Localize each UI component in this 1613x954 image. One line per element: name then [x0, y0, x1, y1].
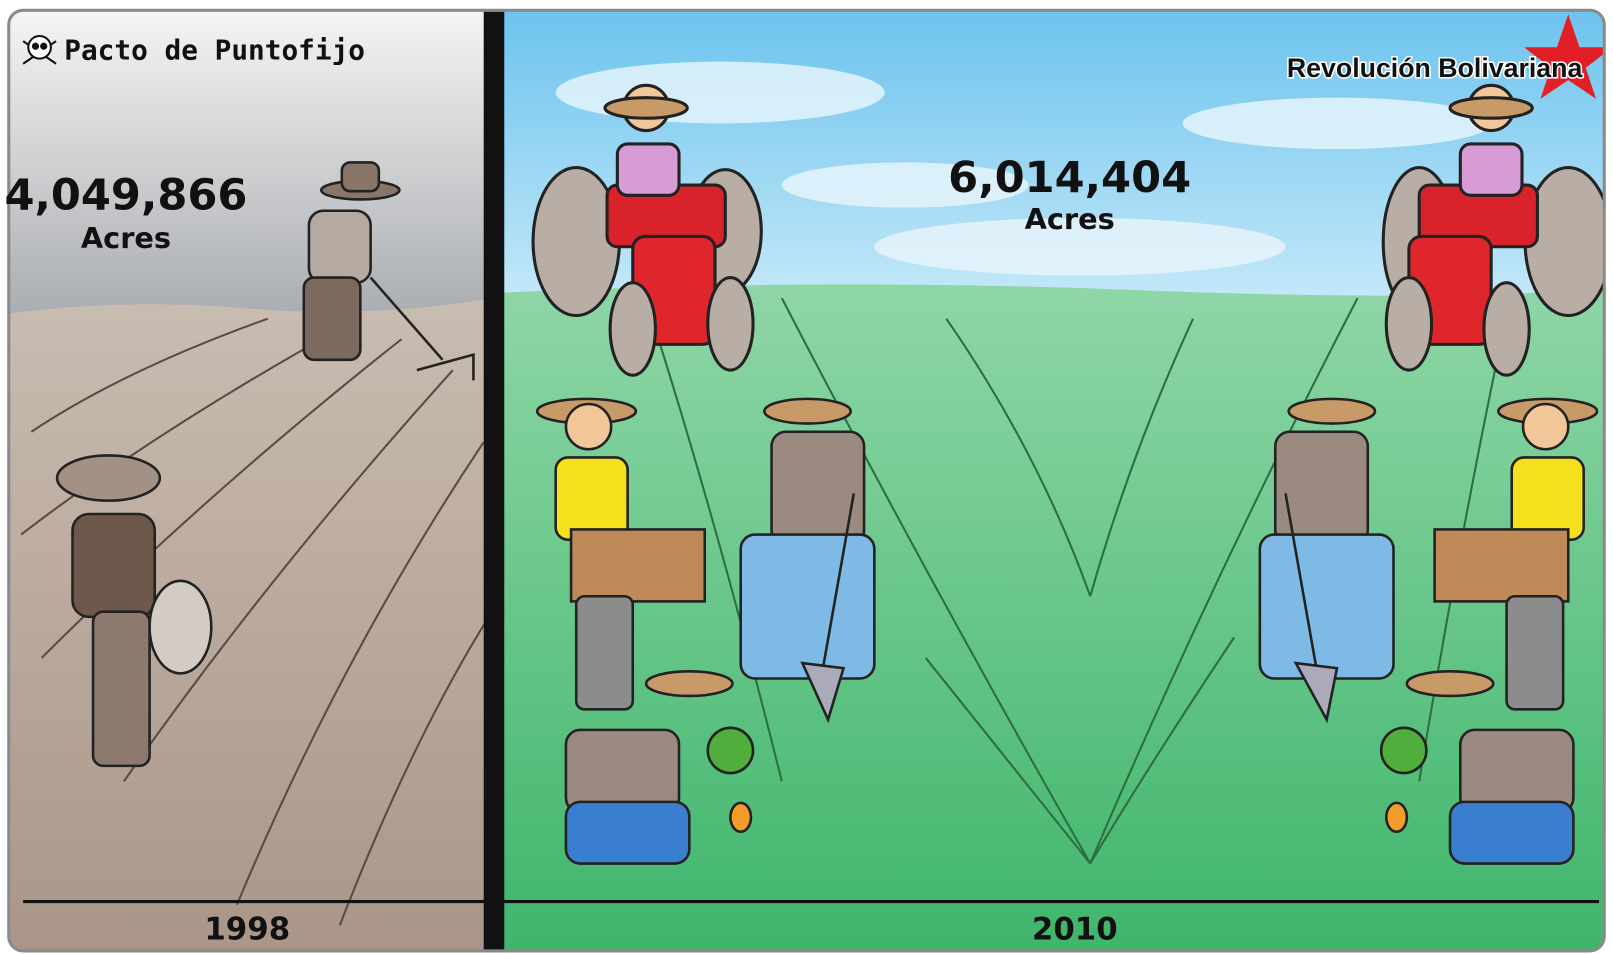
right-unit: Acres	[1025, 202, 1115, 236]
left-amount: 4,049,866	[4, 171, 247, 221]
divider	[484, 10, 505, 954]
page: Pacto de Puntofijo Revolución Bolivarian…	[0, 0, 1613, 954]
left-unit: Acres	[81, 221, 171, 255]
right-header: Revolución Bolivariana	[1287, 53, 1584, 83]
left-year: 1998	[204, 912, 290, 948]
scene	[9, 10, 1613, 954]
right-year: 2010	[1032, 912, 1118, 948]
soil	[9, 298, 494, 954]
illustration: Pacto de Puntofijo Revolución Bolivarian…	[0, 0, 1613, 954]
left-header: Pacto de Puntofijo	[64, 34, 365, 67]
right-amount: 6,014,404	[948, 153, 1191, 203]
